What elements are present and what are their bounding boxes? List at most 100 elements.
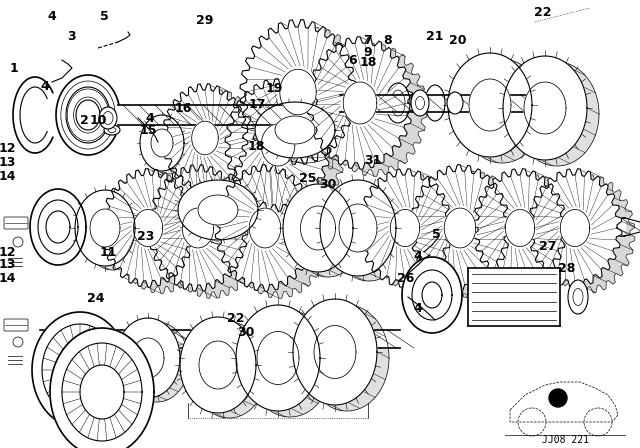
Polygon shape	[255, 28, 371, 172]
Polygon shape	[310, 211, 346, 255]
Text: 22: 22	[534, 5, 552, 18]
Polygon shape	[162, 172, 262, 298]
Polygon shape	[371, 175, 465, 293]
Polygon shape	[265, 107, 345, 163]
Polygon shape	[248, 311, 332, 417]
Polygon shape	[481, 85, 523, 137]
Polygon shape	[486, 175, 580, 293]
FancyBboxPatch shape	[4, 217, 28, 229]
Polygon shape	[56, 75, 120, 155]
Polygon shape	[50, 328, 154, 448]
Polygon shape	[541, 175, 635, 293]
Polygon shape	[255, 102, 335, 158]
Text: 16: 16	[174, 102, 192, 115]
Polygon shape	[320, 180, 396, 276]
Text: 14: 14	[0, 169, 16, 182]
Polygon shape	[402, 257, 462, 333]
Polygon shape	[182, 208, 214, 248]
Polygon shape	[114, 175, 208, 293]
Polygon shape	[30, 189, 86, 265]
Polygon shape	[141, 342, 173, 382]
Polygon shape	[140, 115, 184, 171]
Ellipse shape	[411, 90, 429, 116]
Polygon shape	[174, 90, 260, 198]
Text: 20: 20	[449, 34, 467, 47]
Text: 18: 18	[359, 56, 377, 69]
Polygon shape	[460, 59, 544, 163]
Text: 21: 21	[426, 30, 444, 43]
Polygon shape	[198, 195, 238, 225]
Text: 23: 23	[138, 231, 155, 244]
Text: 11: 11	[99, 246, 116, 259]
Text: 4: 4	[47, 9, 56, 22]
Text: 4: 4	[413, 302, 422, 314]
Polygon shape	[90, 209, 120, 247]
Polygon shape	[236, 305, 320, 411]
Polygon shape	[133, 210, 163, 246]
Circle shape	[13, 337, 23, 347]
Text: 7: 7	[364, 34, 372, 47]
Polygon shape	[215, 165, 315, 291]
Polygon shape	[225, 79, 331, 211]
Polygon shape	[178, 180, 258, 240]
Text: 1: 1	[10, 61, 19, 74]
Polygon shape	[240, 20, 356, 164]
Text: 19: 19	[266, 82, 283, 95]
Text: 27: 27	[540, 241, 557, 254]
Polygon shape	[239, 86, 345, 218]
Polygon shape	[40, 218, 625, 236]
Text: 29: 29	[196, 13, 214, 26]
Text: 30: 30	[237, 326, 255, 339]
Text: 2: 2	[79, 113, 88, 126]
Polygon shape	[132, 338, 164, 378]
Ellipse shape	[568, 280, 588, 314]
Text: 6: 6	[349, 53, 357, 66]
Polygon shape	[180, 317, 256, 413]
Polygon shape	[424, 172, 524, 298]
Polygon shape	[305, 305, 389, 411]
Text: 8: 8	[384, 34, 392, 47]
Polygon shape	[340, 95, 530, 112]
Polygon shape	[261, 124, 295, 166]
Polygon shape	[32, 312, 128, 428]
Polygon shape	[528, 169, 622, 287]
Text: 25: 25	[300, 172, 317, 185]
Polygon shape	[249, 208, 281, 248]
Polygon shape	[101, 169, 195, 287]
Polygon shape	[280, 69, 316, 115]
Polygon shape	[515, 62, 599, 166]
Text: JJ08 221: JJ08 221	[543, 435, 589, 445]
Polygon shape	[390, 210, 420, 246]
Text: 12: 12	[0, 246, 16, 258]
Text: 26: 26	[397, 271, 415, 284]
Text: 24: 24	[87, 292, 105, 305]
Polygon shape	[321, 44, 427, 176]
Polygon shape	[83, 194, 143, 270]
Polygon shape	[285, 121, 325, 149]
Polygon shape	[506, 210, 534, 246]
Circle shape	[549, 389, 567, 407]
Polygon shape	[229, 172, 329, 298]
Polygon shape	[293, 299, 377, 405]
Polygon shape	[343, 82, 377, 124]
Polygon shape	[148, 165, 248, 291]
Polygon shape	[275, 116, 315, 144]
Text: 14: 14	[0, 271, 16, 284]
Polygon shape	[468, 268, 560, 326]
Text: 22: 22	[227, 311, 244, 324]
Polygon shape	[162, 84, 248, 192]
Text: 31: 31	[364, 154, 381, 167]
Ellipse shape	[104, 125, 120, 135]
Text: 5: 5	[431, 228, 440, 241]
Polygon shape	[331, 185, 407, 281]
Polygon shape	[189, 185, 269, 245]
Text: 28: 28	[558, 262, 576, 275]
Text: 17: 17	[248, 99, 266, 112]
Text: 9: 9	[364, 46, 372, 59]
Polygon shape	[191, 322, 267, 418]
Text: 4: 4	[413, 250, 422, 263]
Polygon shape	[98, 213, 128, 251]
Polygon shape	[307, 37, 413, 169]
Text: 13: 13	[0, 258, 16, 271]
Polygon shape	[125, 322, 189, 402]
